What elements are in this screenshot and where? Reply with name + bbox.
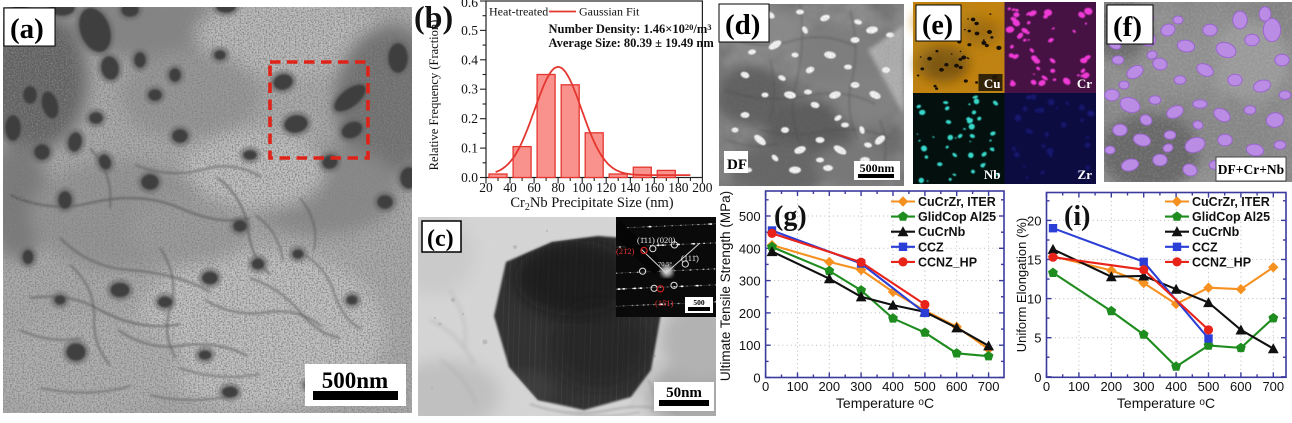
svg-text:40: 40 <box>503 180 517 195</box>
svg-text:500: 500 <box>1198 379 1220 394</box>
svg-text:CuCrZr, ITER: CuCrZr, ITER <box>1192 195 1270 209</box>
svg-text:(c): (c) <box>427 226 454 252</box>
svg-text:700: 700 <box>978 379 1000 394</box>
svg-text:Zr: Zr <box>1078 167 1093 182</box>
svg-text:Temperature oC: Temperature oC <box>1117 395 1215 411</box>
svg-text:160: 160 <box>644 180 665 195</box>
svg-text:100: 100 <box>739 338 761 353</box>
svg-text:200: 200 <box>1100 379 1122 394</box>
svg-text:0.1: 0.1 <box>461 141 478 156</box>
svg-text:500nm: 500nm <box>322 368 388 393</box>
svg-text:(1̄11) (020): (1̄11) (020) <box>637 235 675 245</box>
svg-text:(e): (e) <box>922 10 953 41</box>
svg-text:(a): (a) <box>10 13 44 45</box>
svg-text:CCZ: CCZ <box>918 240 944 254</box>
svg-text:500nm: 500nm <box>860 161 895 175</box>
svg-text:(d): (d) <box>725 9 760 41</box>
svg-text:200: 200 <box>818 379 840 394</box>
svg-text:DF+Cr+Nb: DF+Cr+Nb <box>1218 162 1284 177</box>
svg-text:100: 100 <box>1068 379 1090 394</box>
svg-text:CCNZ_HP: CCNZ_HP <box>918 255 977 269</box>
svg-text:Gaussian Fit: Gaussian Fit <box>579 5 640 19</box>
svg-text:Heat-treated: Heat-treated <box>489 5 548 19</box>
svg-text:Ultimate Tensile Strength (MPa: Ultimate Tensile Strength (MPa) <box>718 191 733 381</box>
svg-text:CuCrNb: CuCrNb <box>918 225 966 239</box>
svg-text:CuCrZr, ITER: CuCrZr, ITER <box>918 195 996 209</box>
svg-text:400: 400 <box>739 241 761 256</box>
svg-text:0.0: 0.0 <box>461 170 478 185</box>
svg-text:500: 500 <box>739 209 761 224</box>
svg-text:700: 700 <box>1262 379 1284 394</box>
svg-text:(i): (i) <box>1064 201 1090 232</box>
svg-text:CCZ: CCZ <box>1192 240 1218 254</box>
svg-text:0: 0 <box>753 371 760 386</box>
svg-text:500: 500 <box>693 298 705 307</box>
svg-text:100: 100 <box>787 379 809 394</box>
svg-text:0: 0 <box>762 379 769 394</box>
svg-text:15: 15 <box>1027 253 1041 268</box>
svg-text:Cr: Cr <box>1077 76 1092 91</box>
svg-text:0: 0 <box>1034 370 1041 385</box>
svg-text:0.4: 0.4 <box>461 52 478 67</box>
svg-text:5: 5 <box>1034 331 1041 346</box>
svg-text:Uniform Elongation (%): Uniform Elongation (%) <box>1014 218 1029 352</box>
svg-text:Nb: Nb <box>984 167 1001 182</box>
svg-text:60: 60 <box>527 180 541 195</box>
svg-text:Cr2Nb Precipitate Size (nm): Cr2Nb Precipitate Size (nm) <box>510 195 673 213</box>
svg-text:(21̄2): (21̄2) <box>616 246 635 256</box>
svg-text:180: 180 <box>668 180 689 195</box>
svg-text:300: 300 <box>850 379 872 394</box>
svg-text:(g): (g) <box>774 201 807 232</box>
svg-text:600: 600 <box>946 379 968 394</box>
svg-text:10: 10 <box>1027 292 1041 307</box>
svg-text:CCNZ_HP: CCNZ_HP <box>1192 255 1251 269</box>
svg-text:200: 200 <box>692 180 713 195</box>
svg-text:Number Density: 1.46×1020/m3: Number Density: 1.46×1020/m3 <box>549 22 712 36</box>
svg-text:20: 20 <box>1027 213 1041 228</box>
svg-text:500: 500 <box>914 379 936 394</box>
svg-text:0.6: 0.6 <box>461 0 478 10</box>
svg-text:(111̄): (111̄) <box>681 253 699 263</box>
svg-text:20: 20 <box>479 180 493 195</box>
svg-text:600: 600 <box>1230 379 1252 394</box>
svg-text:GlidCop Al25: GlidCop Al25 <box>918 210 996 224</box>
svg-text:200: 200 <box>739 306 761 321</box>
svg-text:300: 300 <box>739 274 761 289</box>
svg-text:DF: DF <box>727 157 747 173</box>
svg-text:(f): (f) <box>1113 11 1142 43</box>
svg-text:100: 100 <box>572 180 593 195</box>
svg-text:50nm: 50nm <box>666 385 702 401</box>
svg-text:(15̄1): (15̄1) <box>655 298 674 308</box>
svg-text:0: 0 <box>1043 379 1050 394</box>
svg-text:0.2: 0.2 <box>461 111 478 126</box>
svg-text:CuCrNb: CuCrNb <box>1192 225 1240 239</box>
svg-text:0.3: 0.3 <box>461 82 478 97</box>
svg-text:140: 140 <box>620 180 641 195</box>
svg-text:80: 80 <box>551 180 565 195</box>
svg-text:120: 120 <box>596 180 617 195</box>
svg-text:300: 300 <box>1133 379 1155 394</box>
svg-text:400: 400 <box>1165 379 1187 394</box>
svg-text:70.5°: 70.5° <box>658 261 672 268</box>
svg-text:0.5: 0.5 <box>461 23 478 38</box>
svg-text:400: 400 <box>882 379 904 394</box>
svg-text:Relative Frequency (Fraction): Relative Frequency (Fraction) <box>427 20 441 171</box>
svg-text:GlidCop Al25: GlidCop Al25 <box>1192 210 1270 224</box>
svg-text:Temperature oC: Temperature oC <box>836 395 934 411</box>
svg-text:Average Size: 80.39 ± 19.49 nm: Average Size: 80.39 ± 19.49 nm <box>549 36 715 50</box>
svg-text:(b): (b) <box>414 0 453 35</box>
svg-text:Cu: Cu <box>984 76 1001 91</box>
